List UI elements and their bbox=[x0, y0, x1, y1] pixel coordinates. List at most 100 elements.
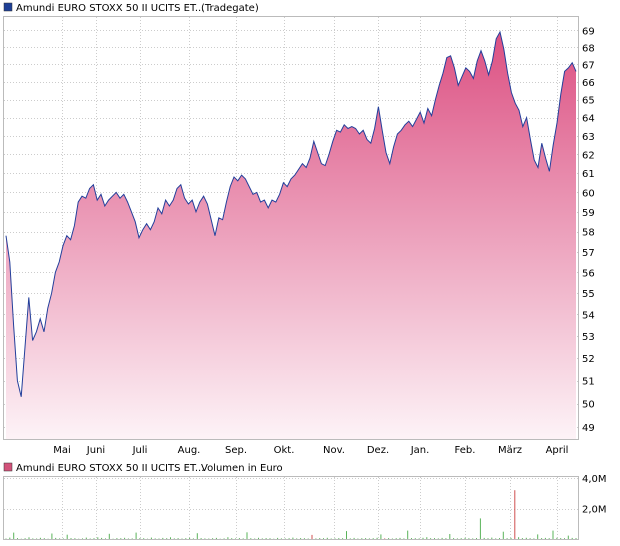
volume-bar bbox=[365, 538, 367, 539]
volume-legend-unit: Volumen in Euro bbox=[201, 463, 283, 474]
volume-bar bbox=[502, 531, 504, 539]
volume-grid bbox=[4, 477, 578, 539]
volume-bar bbox=[380, 534, 382, 539]
volume-bar bbox=[552, 530, 554, 539]
volume-bar bbox=[521, 538, 523, 539]
volume-bar bbox=[242, 538, 244, 539]
volume-bar bbox=[430, 538, 432, 539]
volume-bar bbox=[288, 538, 290, 539]
price-x-tick-label: Nov. bbox=[323, 445, 345, 456]
price-x-tick-label: Feb. bbox=[455, 445, 476, 456]
volume-bar bbox=[62, 538, 64, 539]
volume-bar bbox=[261, 538, 263, 539]
price-y-tick-label: 54 bbox=[582, 311, 595, 322]
volume-bar bbox=[227, 537, 229, 539]
price-line bbox=[5, 30, 577, 397]
volume-bar bbox=[541, 538, 543, 539]
volume-bar bbox=[39, 537, 41, 539]
volume-bar bbox=[464, 537, 466, 539]
volume-bar bbox=[326, 537, 328, 539]
volume-bar bbox=[548, 538, 550, 539]
volume-bar bbox=[51, 533, 53, 539]
volume-bar bbox=[300, 538, 302, 539]
volume-bar bbox=[5, 538, 7, 539]
volume-y-tick-label: 4,0M bbox=[582, 474, 607, 485]
volume-bar bbox=[204, 538, 206, 539]
volume-bar bbox=[170, 537, 171, 539]
volume-bar bbox=[36, 538, 38, 539]
volume-bar bbox=[491, 537, 493, 539]
volume-bar bbox=[319, 538, 321, 539]
volume-bar bbox=[434, 538, 435, 539]
volume-bar bbox=[223, 538, 225, 539]
volume-bar bbox=[59, 538, 61, 539]
volume-bar bbox=[342, 538, 344, 539]
volume-bar bbox=[453, 538, 455, 539]
volume-bar bbox=[323, 538, 324, 539]
volume-bar bbox=[456, 538, 458, 539]
volume-bar bbox=[97, 537, 99, 539]
volume-bar bbox=[506, 538, 508, 539]
price-y-tick-label: 63 bbox=[582, 132, 595, 143]
price-y-tick-label: 50 bbox=[582, 400, 595, 411]
volume-bar bbox=[346, 531, 347, 539]
volume-bar bbox=[66, 534, 68, 539]
price-x-tick-label: Juni bbox=[86, 445, 105, 456]
volume-bar bbox=[277, 537, 279, 539]
volume-bar bbox=[70, 538, 72, 539]
volume-bar bbox=[124, 537, 126, 539]
volume-bar bbox=[349, 538, 351, 539]
volume-bar bbox=[384, 538, 386, 539]
volume-bar bbox=[422, 537, 424, 539]
volume-bar bbox=[338, 538, 340, 539]
volume-legend-swatch bbox=[3, 462, 13, 472]
volume-bar bbox=[399, 537, 401, 539]
volume-bar bbox=[173, 538, 175, 539]
volume-bar bbox=[395, 538, 397, 539]
volume-bar bbox=[154, 538, 156, 539]
volume-bar bbox=[476, 538, 477, 539]
price-y-tick-label: 64 bbox=[582, 114, 595, 125]
volume-bar bbox=[9, 537, 11, 539]
volume-bar bbox=[254, 538, 256, 539]
volume-bar bbox=[13, 532, 15, 539]
price-y-tick-label: 57 bbox=[582, 248, 595, 259]
price-y-tick-label: 61 bbox=[582, 169, 595, 180]
volume-bar bbox=[460, 538, 462, 539]
volume-y-tick-label: 2,0M bbox=[582, 505, 607, 516]
price-y-tick-label: 69 bbox=[582, 26, 595, 37]
volume-bar bbox=[334, 538, 336, 539]
volume-bar bbox=[537, 534, 539, 539]
volume-bar bbox=[150, 537, 152, 539]
volume-bar bbox=[564, 538, 565, 539]
volume-bar bbox=[391, 538, 393, 539]
volume-bar bbox=[495, 538, 497, 539]
price-y-tick-label: 66 bbox=[582, 78, 595, 89]
volume-bar bbox=[472, 538, 474, 539]
volume-bar bbox=[544, 537, 546, 539]
volume-bar bbox=[108, 533, 110, 539]
price-y-tick-label: 51 bbox=[582, 377, 595, 388]
volume-bar bbox=[353, 537, 355, 539]
volume-bar bbox=[265, 538, 267, 539]
volume-bar bbox=[120, 538, 122, 539]
volume-bar bbox=[330, 538, 332, 539]
volume-bar bbox=[93, 538, 95, 539]
price-y-axis: 49 50 51 52 53 54 55 56 57 58 59 60 61 62 63 64 65 66 67 68… bbox=[582, 26, 595, 434]
volume-bar bbox=[441, 537, 443, 539]
price-y-tick-label: 52 bbox=[582, 354, 595, 365]
volume-bar bbox=[483, 537, 485, 539]
volume-bar bbox=[411, 538, 412, 539]
price-x-tick-label: Juli bbox=[132, 445, 148, 456]
volume-bar bbox=[28, 537, 30, 539]
volume-bar bbox=[258, 537, 259, 539]
volume-bar bbox=[372, 538, 374, 539]
volume-bar bbox=[311, 534, 313, 539]
price-x-tick-label: April bbox=[546, 445, 569, 456]
volume-bar bbox=[208, 538, 210, 539]
volume-bar bbox=[315, 538, 317, 539]
price-x-tick-label: Okt. bbox=[274, 445, 295, 456]
volume-bar bbox=[231, 538, 233, 539]
price-x-tick-label: März bbox=[498, 445, 522, 456]
